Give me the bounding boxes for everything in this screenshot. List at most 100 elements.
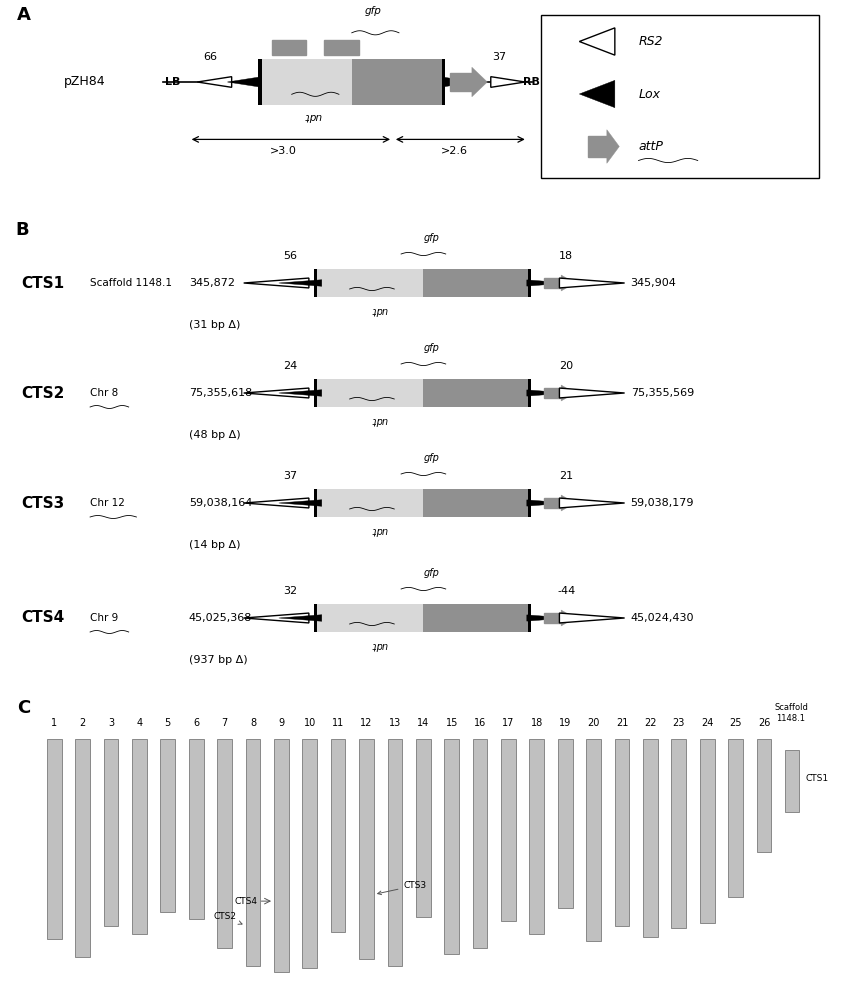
Text: C: C: [17, 699, 31, 717]
Text: 11: 11: [332, 718, 344, 728]
Polygon shape: [527, 615, 568, 621]
Text: 45,025,368: 45,025,368: [189, 613, 252, 623]
Text: 75,355,569: 75,355,569: [631, 388, 694, 398]
Polygon shape: [559, 498, 625, 508]
Text: 24: 24: [283, 361, 297, 371]
Bar: [388, 739, 402, 966]
Bar: [757, 739, 771, 852]
Bar: [450, 73, 472, 91]
Text: udt: udt: [372, 640, 388, 650]
Bar: [302, 739, 317, 968]
Text: Chr 9: Chr 9: [90, 613, 118, 623]
Text: 26: 26: [758, 718, 770, 728]
Text: udt: udt: [372, 305, 388, 315]
Text: >2.6: >2.6: [441, 146, 468, 156]
Bar: [274, 739, 288, 972]
Text: CTS3: CTS3: [21, 495, 64, 510]
Text: 9: 9: [278, 718, 284, 728]
Text: 4: 4: [136, 718, 142, 728]
Bar: [258, 59, 445, 105]
Bar: [272, 40, 306, 55]
Text: (31 bp Δ): (31 bp Δ): [189, 320, 240, 330]
Text: 13: 13: [389, 718, 401, 728]
Text: gfp: gfp: [423, 233, 439, 243]
Polygon shape: [279, 500, 322, 506]
Polygon shape: [561, 495, 575, 511]
Text: 8: 8: [250, 718, 256, 728]
Bar: [262, 59, 352, 105]
Text: 23: 23: [673, 718, 685, 728]
Text: udt: udt: [305, 111, 322, 121]
Text: 21: 21: [616, 718, 628, 728]
Polygon shape: [227, 77, 258, 87]
Text: CTS4: CTS4: [234, 897, 257, 906]
Bar: [473, 739, 487, 948]
Bar: [314, 269, 531, 297]
Bar: [324, 40, 359, 55]
Text: 16: 16: [474, 718, 486, 728]
Polygon shape: [527, 280, 568, 286]
Bar: [785, 750, 800, 812]
Text: udt: udt: [372, 415, 388, 425]
Text: 17: 17: [502, 718, 515, 728]
Text: 59,038,164: 59,038,164: [189, 498, 252, 508]
Text: pZH84: pZH84: [64, 76, 106, 89]
Polygon shape: [197, 77, 232, 87]
Polygon shape: [607, 130, 619, 163]
Text: A: A: [17, 6, 31, 24]
Bar: [422, 489, 528, 517]
Bar: [76, 739, 90, 957]
Text: 21: 21: [559, 471, 573, 481]
Bar: [317, 269, 422, 297]
Bar: [588, 136, 607, 157]
Text: CTS3: CTS3: [378, 881, 426, 895]
Bar: [672, 739, 686, 928]
Bar: [444, 739, 459, 954]
Text: 24: 24: [701, 718, 713, 728]
Bar: [160, 739, 175, 912]
Bar: [104, 739, 118, 926]
Text: 345,904: 345,904: [631, 278, 676, 288]
Text: gfp: gfp: [423, 343, 439, 353]
Bar: [422, 604, 528, 632]
Text: 1: 1: [51, 718, 57, 728]
Text: 45,024,430: 45,024,430: [631, 613, 694, 623]
Text: RS2: RS2: [638, 35, 663, 48]
Text: 19: 19: [559, 718, 571, 728]
Polygon shape: [561, 275, 575, 291]
Bar: [314, 604, 531, 632]
Text: 7: 7: [221, 718, 227, 728]
Text: 25: 25: [729, 718, 742, 728]
Bar: [544, 388, 561, 398]
Text: 75,355,618: 75,355,618: [189, 388, 252, 398]
Polygon shape: [527, 390, 568, 396]
Polygon shape: [561, 385, 575, 401]
Polygon shape: [491, 77, 525, 87]
Text: Scaffold 1148.1: Scaffold 1148.1: [90, 278, 172, 288]
Polygon shape: [527, 500, 568, 506]
Text: 59,038,179: 59,038,179: [631, 498, 694, 508]
Polygon shape: [559, 388, 625, 398]
Bar: [217, 739, 232, 948]
Bar: [314, 379, 531, 407]
Bar: [643, 739, 658, 937]
Text: gfp: gfp: [365, 6, 382, 16]
Polygon shape: [579, 80, 615, 108]
Bar: [544, 498, 561, 508]
Text: 37: 37: [283, 471, 297, 481]
Text: CTS4: CTS4: [21, 610, 64, 626]
Bar: [416, 739, 431, 917]
Polygon shape: [579, 28, 615, 55]
Text: 10: 10: [304, 718, 316, 728]
Bar: [728, 739, 743, 897]
Text: 345,872: 345,872: [189, 278, 235, 288]
Text: RB: RB: [523, 77, 541, 87]
Text: CTS1: CTS1: [805, 774, 828, 783]
Text: 5: 5: [165, 718, 171, 728]
Bar: [529, 739, 544, 934]
Text: 56: 56: [283, 251, 297, 261]
Text: 37: 37: [492, 51, 506, 62]
Bar: [422, 269, 528, 297]
Bar: [330, 739, 346, 932]
Bar: [317, 379, 422, 407]
